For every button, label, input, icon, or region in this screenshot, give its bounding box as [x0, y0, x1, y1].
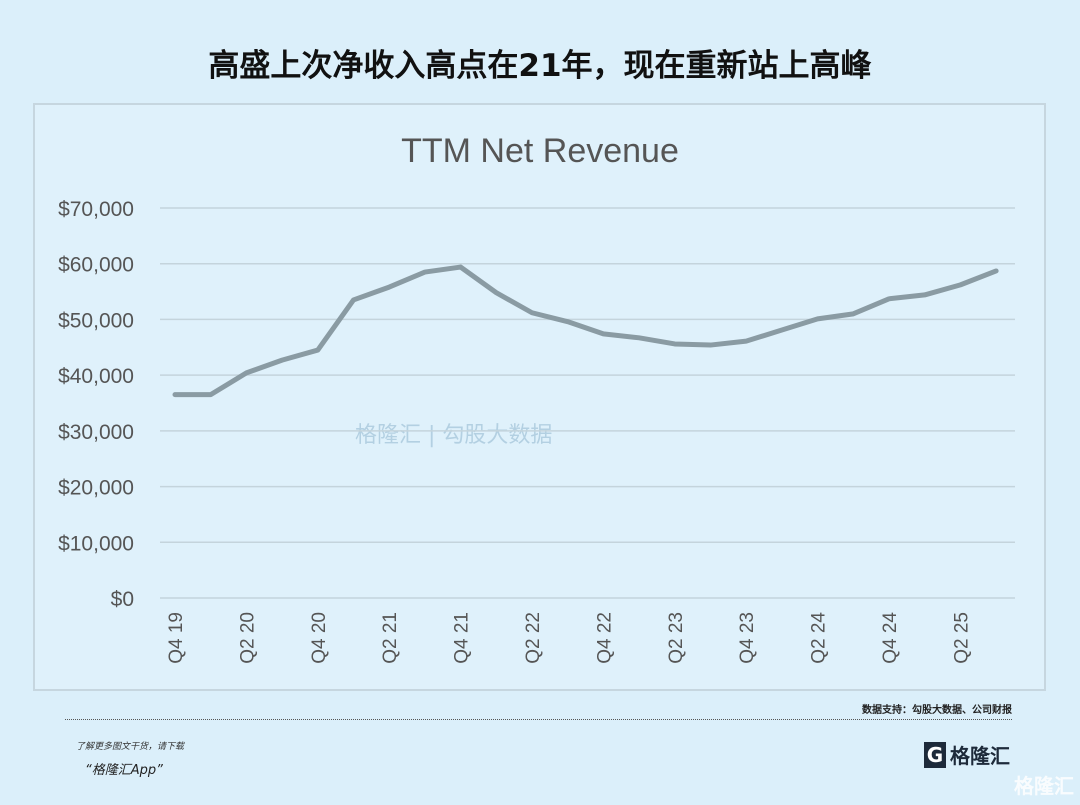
- x-tick-label: Q2 25: [951, 612, 972, 664]
- y-tick-label: $10,000: [58, 532, 134, 555]
- series-line: [172, 264, 999, 398]
- x-tick-label: Q2 21: [380, 612, 401, 664]
- x-tick-label: Q2 23: [666, 612, 687, 664]
- line-chart: TTM Net Revenue $0 $10,000 $20,000 $30,000 $4…: [58, 132, 1015, 664]
- x-tick-label: Q4 20: [309, 612, 330, 664]
- x-tick-label: Q2 20: [237, 612, 258, 664]
- y-tick-label: $0: [111, 588, 134, 611]
- x-tick-label: Q4 22: [594, 612, 615, 664]
- center-watermark: 格隆汇 | 勾股大数据: [355, 423, 553, 448]
- logo-g-icon: G: [924, 741, 946, 768]
- logo-text: 格隆汇: [950, 744, 1010, 768]
- y-tick-label: $50,000: [58, 309, 134, 332]
- y-tick-label: $40,000: [58, 365, 134, 388]
- x-tick-label: Q2 22: [523, 612, 544, 664]
- x-tick-label: Q4 19: [166, 612, 187, 664]
- y-tick-label: $70,000: [58, 198, 134, 221]
- data-source: 数据支持：勾股大数据、公司财报: [862, 705, 1012, 716]
- x-tick-label: Q4 23: [737, 612, 758, 664]
- promo-app-name: “格隆汇App”: [85, 763, 163, 778]
- x-tick-label: Q2 24: [809, 612, 830, 664]
- promo-text: 了解更多图文干货，请下载: [76, 742, 185, 752]
- y-tick-label: $20,000: [58, 477, 134, 500]
- brand-logo: G 格隆汇: [924, 740, 1010, 769]
- y-tick-label: $30,000: [58, 421, 134, 444]
- x-tick-label: Q4 21: [452, 612, 473, 664]
- corner-watermark: 格隆汇: [1014, 774, 1074, 798]
- chart-title: TTM Net Revenue: [401, 132, 679, 170]
- divider: [65, 719, 1012, 720]
- x-tick-label: Q4 24: [880, 612, 901, 664]
- y-tick-label: $60,000: [58, 254, 134, 277]
- headline: 高盛上次净收入高点在21年，现在重新站上高峰: [208, 48, 872, 84]
